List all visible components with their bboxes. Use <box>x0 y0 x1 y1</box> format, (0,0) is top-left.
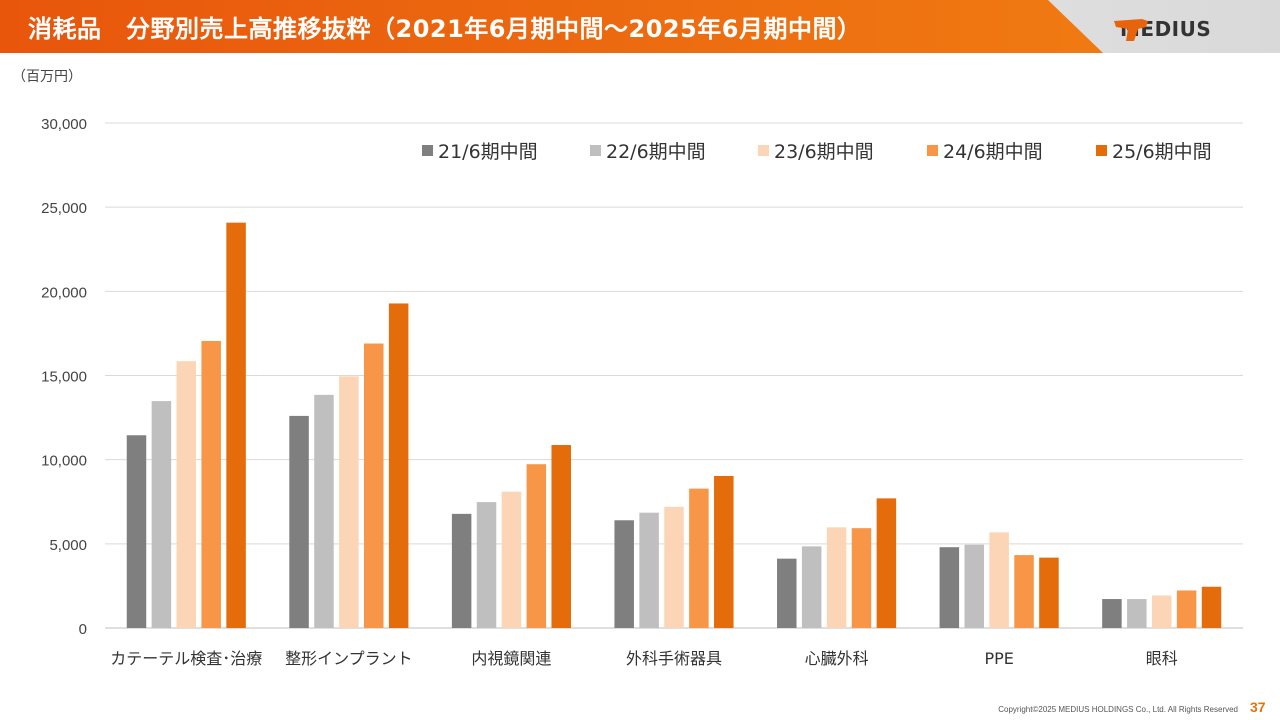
header-banner: 消耗品 分野別売上高推移抜粋（2021年6月期中間～2025年6月期中間） ME… <box>0 0 1280 53</box>
logo-mark-icon <box>1114 19 1148 41</box>
company-logo: MEDIUS <box>1112 17 1211 41</box>
legend-swatch <box>590 145 601 156</box>
legend-label: 24/6期中間 <box>943 141 1043 163</box>
legend-swatch <box>422 145 433 156</box>
bar <box>939 547 960 628</box>
bar <box>388 303 409 628</box>
bar <box>314 394 334 628</box>
legend-swatch <box>927 145 938 156</box>
bar <box>526 464 547 628</box>
legend-swatch <box>758 145 769 156</box>
x-category-label: 内視鏡関連 <box>471 649 551 668</box>
y-axis-unit-label: （百万円） <box>12 68 82 84</box>
bar <box>476 502 497 628</box>
bar <box>801 546 822 628</box>
copyright-text: Copyright©2025 MEDIUS HOLDINGS Co., Ltd.… <box>998 705 1238 714</box>
page-title: 消耗品 分野別売上高推移抜粋（2021年6月期中間～2025年6月期中間） <box>28 15 862 43</box>
bar <box>1127 599 1147 628</box>
bar <box>714 475 734 628</box>
legend-label: 22/6期中間 <box>606 141 706 163</box>
bar <box>151 401 172 628</box>
y-tick-label: 30,000 <box>41 116 87 133</box>
bar <box>989 532 1009 628</box>
x-category-label: 心臓外科 <box>805 649 869 668</box>
bar <box>364 343 384 628</box>
x-category-label: 眼科 <box>1146 649 1178 668</box>
bar <box>614 520 634 628</box>
header-background <box>0 0 1280 53</box>
bar <box>1102 599 1122 628</box>
bar <box>1201 586 1222 628</box>
page-number: 37 <box>1250 699 1266 715</box>
x-category-label: カテーテル検査･治療 <box>110 649 262 668</box>
y-tick-label: 25,000 <box>41 200 87 217</box>
bar <box>639 512 659 628</box>
y-tick-label: 0 <box>79 621 87 638</box>
bar <box>226 222 246 629</box>
bar <box>551 445 571 628</box>
bar <box>851 528 872 628</box>
bar <box>1039 557 1059 628</box>
bar <box>1176 590 1197 628</box>
legend-label: 25/6期中間 <box>1112 141 1212 163</box>
y-tick-label: 20,000 <box>41 284 87 301</box>
x-category-label: PPE <box>984 649 1013 668</box>
bar <box>964 544 984 628</box>
y-tick-label: 10,000 <box>41 453 87 470</box>
y-tick-label: 15,000 <box>41 369 87 386</box>
bar <box>664 506 684 628</box>
bar <box>176 361 197 628</box>
bar <box>289 415 309 628</box>
legend-label: 21/6期中間 <box>438 141 538 163</box>
bar <box>201 340 221 628</box>
bar <box>126 435 147 628</box>
legend-swatch <box>1096 145 1107 156</box>
bar <box>777 558 797 628</box>
bar <box>339 376 359 628</box>
bar <box>501 491 522 628</box>
x-category-label: 整形インプラント <box>285 649 413 668</box>
bar <box>689 488 709 628</box>
x-category-label: 外科手術器具 <box>626 649 722 668</box>
bar <box>1151 595 1172 628</box>
bar <box>826 527 847 628</box>
bar <box>451 513 472 628</box>
y-tick-label: 5,000 <box>49 537 87 554</box>
bar <box>876 498 897 628</box>
bar <box>1014 555 1034 628</box>
legend-label: 23/6期中間 <box>774 141 874 163</box>
